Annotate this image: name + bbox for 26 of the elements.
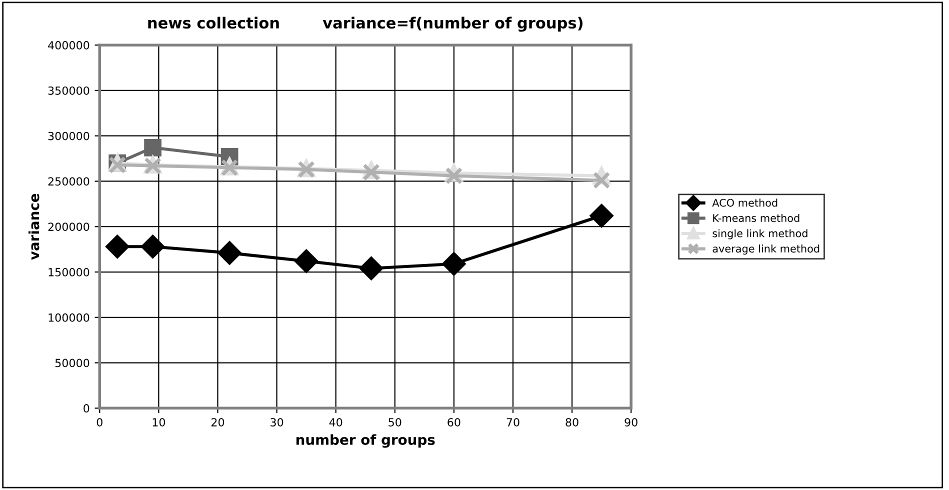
legend-label: ACO method: [712, 198, 778, 207]
x-tick-label: 60: [448, 418, 460, 426]
y-tick-label: 50000: [55, 358, 90, 368]
x-tick-label: 10: [152, 418, 166, 426]
x-tick-label: 50: [388, 418, 402, 426]
y-tick-label: 300000: [48, 132, 90, 140]
y-tick-label: 150000: [48, 268, 90, 276]
x-tick-label: 40: [329, 418, 342, 426]
y-axis-title: variance: [28, 194, 40, 260]
y-tick-label: 200000: [48, 222, 90, 232]
y-tick-label: 400000: [48, 41, 90, 50]
x-tick-label: 0: [96, 418, 102, 426]
y-tick-label: 350000: [48, 86, 90, 95]
x-tick-label: 80: [566, 418, 578, 426]
legend-label: single link method: [712, 229, 808, 240]
x-tick-label: 70: [506, 418, 520, 426]
chart-title: news collection variance=f(number of groups): [148, 16, 582, 32]
legend-label: average link method: [712, 244, 820, 255]
x-tick-label: 30: [270, 418, 284, 426]
y-tick-label: 250000: [48, 177, 90, 186]
x-tick-label: 90: [624, 418, 638, 426]
x-axis-title: number of groups: [296, 434, 435, 448]
x-tick-label: 20: [211, 418, 224, 426]
legend-label: K-means method: [713, 214, 800, 222]
y-tick-label: 0: [84, 404, 90, 413]
y-tick-label: 100000: [48, 313, 90, 322]
